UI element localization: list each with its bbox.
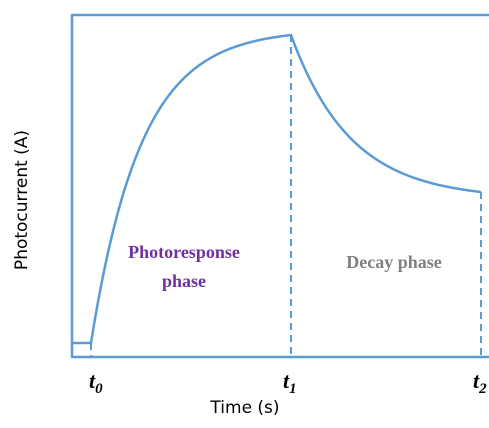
x-axis-label: Time (s)	[209, 398, 279, 418]
y-axis-label: Photocurrent (A)	[12, 130, 32, 270]
frame	[70, 13, 489, 359]
photocurrent-curve	[72, 33, 482, 345]
time-mark: t1	[283, 368, 297, 397]
photoresponse-label: phase	[162, 271, 206, 291]
time-symbol: t	[283, 368, 290, 393]
time-symbol: t	[89, 368, 96, 393]
time-mark: t2	[473, 368, 487, 397]
time-index: 2	[478, 381, 487, 397]
photoresponse-label: Photoresponse	[128, 242, 240, 262]
time-symbol: t	[473, 368, 480, 393]
decay-label: Decay phase	[346, 252, 442, 272]
time-marks: t0 t1 t2	[89, 368, 487, 397]
time-mark: t0	[89, 368, 103, 397]
time-index: 1	[289, 381, 297, 397]
dashed-markers	[90, 35, 482, 357]
time-index: 0	[95, 381, 103, 397]
